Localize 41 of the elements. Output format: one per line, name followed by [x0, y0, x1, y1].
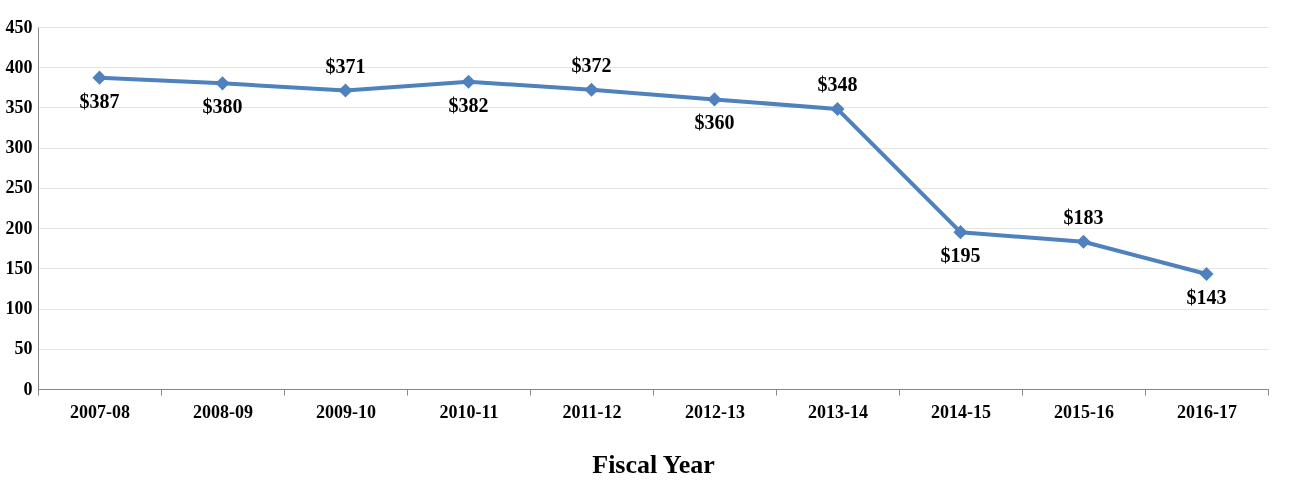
point	[584, 82, 599, 97]
data-label: $380	[202, 95, 243, 118]
x-tick-label: 2011-12	[562, 401, 622, 422]
x-tick-label: 2015-16	[1054, 401, 1114, 422]
data-label: $360	[694, 111, 735, 134]
y-tick-label: 250	[5, 177, 33, 198]
point	[92, 70, 107, 85]
x-tick-label: 2010-11	[439, 401, 499, 422]
x-tick-label: 2008-09	[193, 401, 253, 422]
point	[215, 76, 230, 91]
point	[1076, 234, 1091, 249]
y-tick-label: 300	[5, 137, 33, 158]
y-tick-label: 0	[23, 378, 33, 399]
point	[707, 92, 722, 107]
y-tick-label: 100	[5, 298, 33, 319]
data-label: $371	[325, 54, 366, 77]
x-tick-label: 2007-08	[70, 401, 130, 422]
x-tick-label: 2009-10	[316, 401, 376, 422]
point	[953, 225, 968, 240]
data-label: $195	[940, 244, 981, 267]
y-tick-label: 50	[14, 338, 33, 359]
data-label: $372	[571, 53, 612, 76]
x-tick-label: 2016-17	[1177, 401, 1237, 422]
x-tick-label: 2012-13	[685, 401, 745, 422]
data-label: $348	[817, 73, 858, 96]
x-tick-label: 2013-14	[808, 401, 868, 422]
data-label: $183	[1063, 205, 1104, 228]
point	[830, 101, 845, 117]
data-label: $387	[79, 89, 120, 112]
point	[461, 74, 476, 89]
point	[338, 83, 353, 98]
y-tick-label: 200	[5, 217, 33, 238]
y-tick-label: 350	[5, 96, 33, 117]
y-tick-label: 150	[5, 257, 33, 278]
y-tick-label: 400	[5, 56, 33, 77]
data-label: $143	[1186, 285, 1227, 308]
point	[1199, 266, 1214, 282]
data-label: $382	[448, 93, 489, 116]
y-tick-label: 450	[5, 16, 33, 37]
x-axis-title: Fiscal Year	[592, 449, 715, 479]
x-tick-label: 2014-15	[931, 401, 991, 422]
